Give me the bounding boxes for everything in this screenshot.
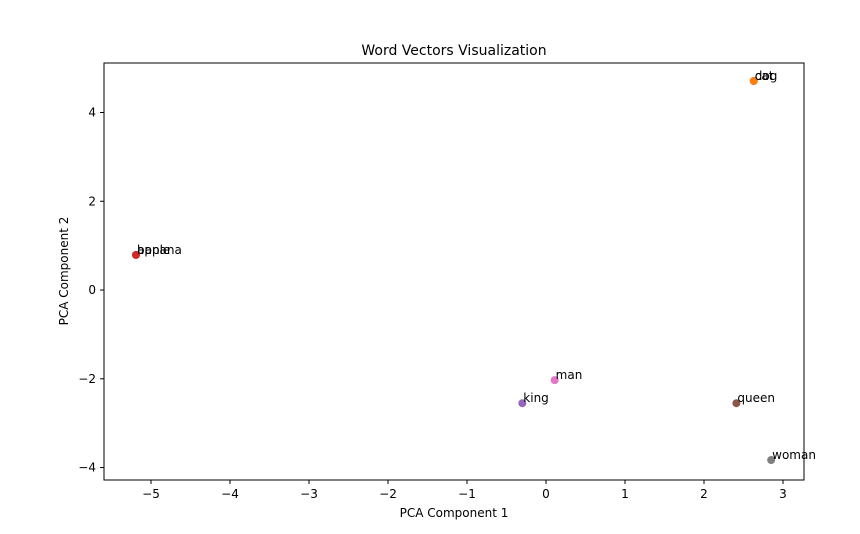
x-tick-label: −4 <box>221 487 239 501</box>
point <box>550 376 559 385</box>
y-tick-label: 4 <box>88 105 96 119</box>
point <box>518 399 527 408</box>
x-axis-label: PCA Component 1 <box>400 506 509 520</box>
point-label: cat <box>755 69 774 83</box>
point-label: king <box>523 391 549 405</box>
x-tick-label: 2 <box>700 487 708 501</box>
point <box>749 76 758 85</box>
y-tick-label: −2 <box>78 372 96 386</box>
x-tick-label: −3 <box>300 487 318 501</box>
point <box>732 399 741 408</box>
plot-frame <box>103 62 805 481</box>
x-tick-label: −1 <box>458 487 476 501</box>
point-label: man <box>556 368 583 382</box>
point <box>131 250 140 259</box>
x-tick-label: 1 <box>621 487 629 501</box>
y-axis-label: PCA Component 2 <box>57 217 71 326</box>
x-tick-label: −2 <box>379 487 397 501</box>
x-tick-label: 3 <box>779 487 787 501</box>
x-tick-label: −5 <box>142 487 160 501</box>
point-label: apple <box>137 243 170 257</box>
point <box>767 456 776 465</box>
y-tick-label: −4 <box>78 461 96 475</box>
y-tick-label: 2 <box>88 194 96 208</box>
chart-title: Word Vectors Visualization <box>361 43 546 59</box>
point-label: dog <box>755 69 778 83</box>
point-label: banana <box>137 243 182 257</box>
point-label: woman <box>772 448 816 462</box>
y-tick-label: 0 <box>88 283 96 297</box>
point-label: queen <box>737 391 775 405</box>
x-tick-label: 0 <box>542 487 550 501</box>
